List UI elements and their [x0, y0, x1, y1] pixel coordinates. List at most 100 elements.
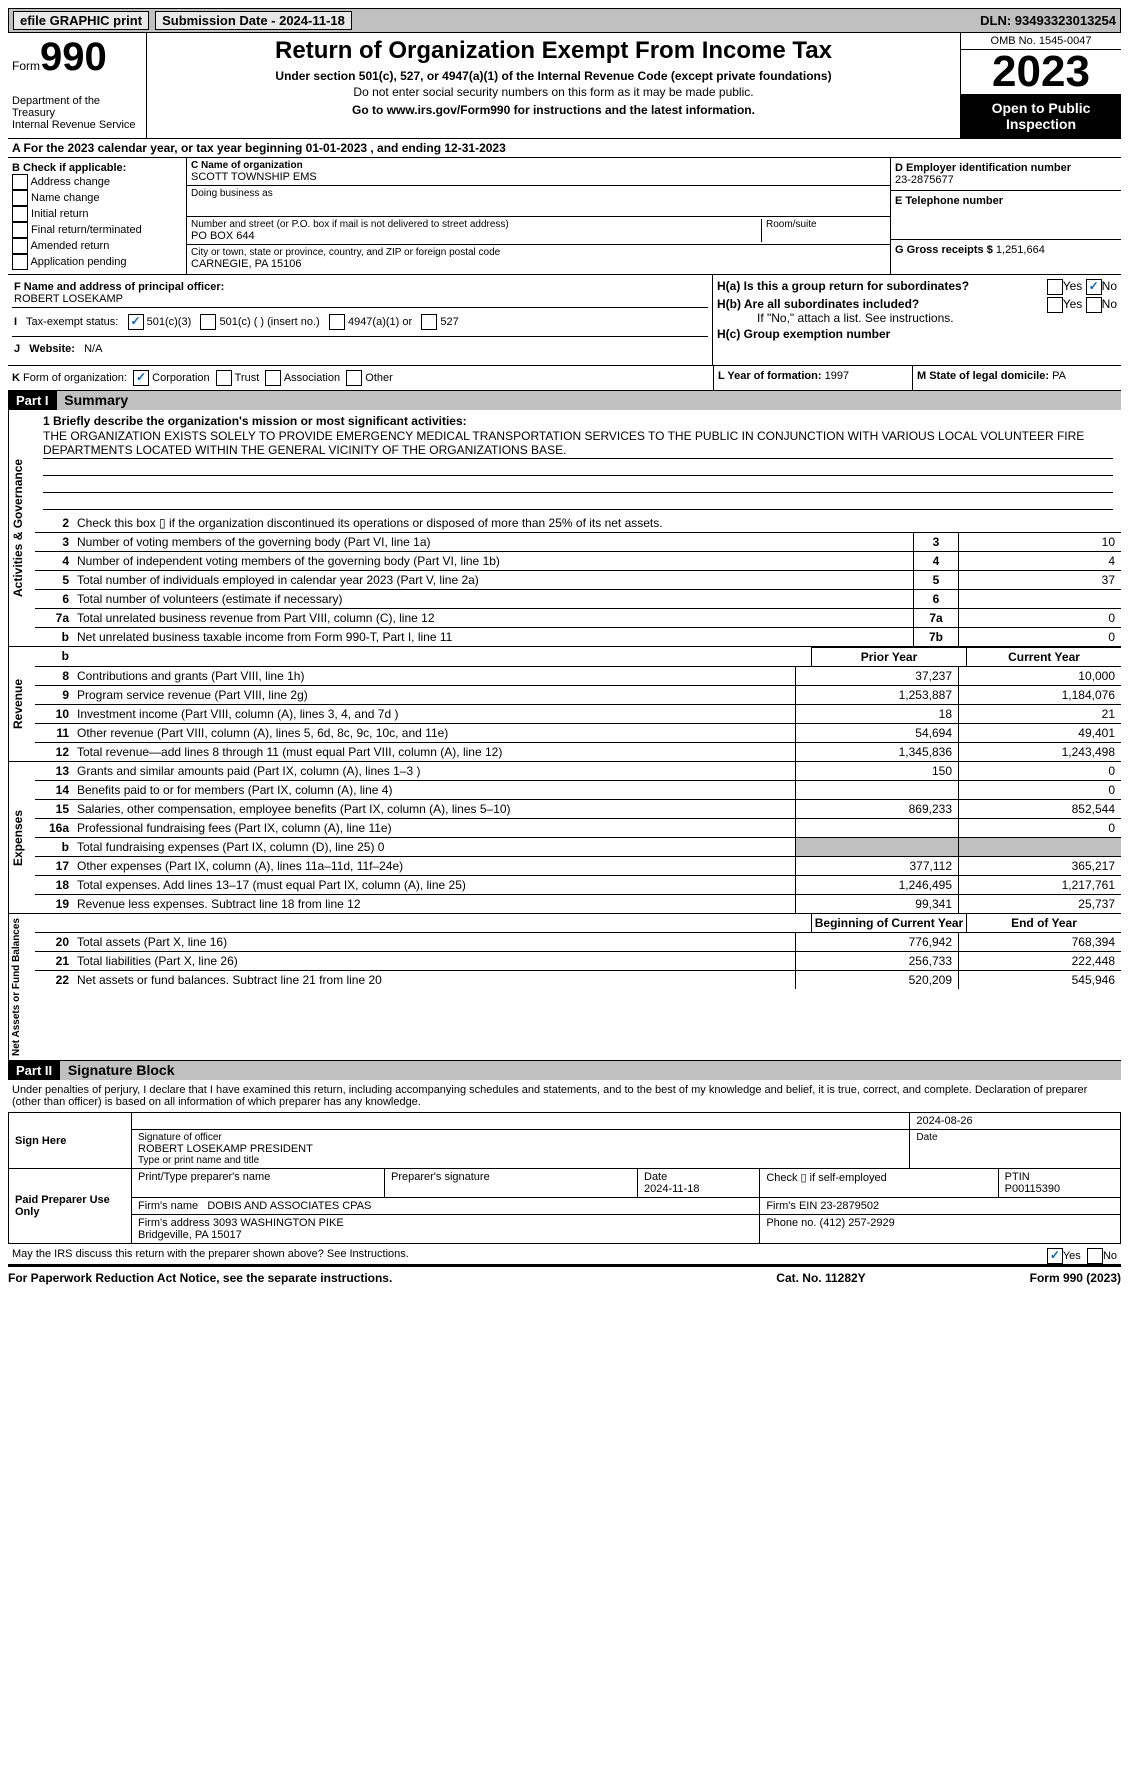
current-val: 25,737: [958, 895, 1121, 913]
summary-row: 13Grants and similar amounts paid (Part …: [35, 762, 1121, 781]
row-j-label: J: [14, 343, 20, 355]
phone-label: E Telephone number: [895, 195, 1003, 207]
checkbox[interactable]: [12, 206, 28, 222]
line-num: 15: [35, 800, 73, 818]
org-name-label: C Name of organization: [191, 160, 886, 171]
current-val: 1,243,498: [958, 743, 1121, 761]
exp-label: Expenses: [8, 762, 35, 913]
open-public-badge: Open to Public Inspection: [961, 94, 1121, 138]
form-goto: Go to www.irs.gov/Form990 for instructio…: [155, 103, 952, 117]
checkbox[interactable]: [12, 174, 28, 190]
line-desc: Check this box ▯ if the organization dis…: [73, 514, 1121, 532]
opt-527: 527: [440, 316, 458, 328]
prior-val: 256,733: [795, 952, 958, 970]
summary-row: 20Total assets (Part X, line 16)776,9427…: [35, 933, 1121, 952]
ein-label: D Employer identification number: [895, 162, 1071, 174]
line-num: 5: [35, 571, 73, 589]
footer-right: Form 990 (2023): [921, 1271, 1121, 1285]
summary-row: 16aProfessional fundraising fees (Part I…: [35, 819, 1121, 838]
prep-date-label: Date: [644, 1171, 667, 1183]
domicile: PA: [1052, 370, 1066, 382]
current-val: 545,946: [958, 971, 1121, 989]
checkbox[interactable]: [12, 190, 28, 206]
line-num: 14: [35, 781, 73, 799]
summary-row: 8Contributions and grants (Part VIII, li…: [35, 667, 1121, 686]
governance-section: Activities & Governance 1 Briefly descri…: [8, 410, 1121, 647]
line-num: 6: [35, 590, 73, 608]
line-box: 3: [913, 533, 958, 551]
line-val: 10: [958, 533, 1121, 551]
discuss-yes: Yes: [1063, 1250, 1081, 1262]
opt-501c: 501(c) ( ) (insert no.): [219, 316, 319, 328]
summary-row: 10Investment income (Part VIII, column (…: [35, 705, 1121, 724]
grey-cell: [958, 838, 1121, 856]
line-num: 2: [35, 514, 73, 532]
domicile-label: M State of legal domicile:: [917, 370, 1049, 382]
line-desc: Total fundraising expenses (Part IX, col…: [73, 838, 795, 856]
row-k-label: K: [12, 372, 20, 384]
prior-val: 150: [795, 762, 958, 780]
hb-no-checkbox[interactable]: [1086, 297, 1102, 313]
summary-row: 5Total number of individuals employed in…: [35, 571, 1121, 590]
firm-addr-label: Firm's address: [138, 1217, 210, 1229]
sign-here-label: Sign Here: [9, 1113, 132, 1169]
footer-left: For Paperwork Reduction Act Notice, see …: [8, 1271, 721, 1285]
part2-title: Signature Block: [68, 1062, 175, 1078]
summary-row: 9Program service revenue (Part VIII, lin…: [35, 686, 1121, 705]
501c-checkbox[interactable]: [200, 314, 216, 330]
hc-label: H(c) Group exemption number: [717, 327, 890, 341]
hb-label: H(b) Are all subordinates included?: [717, 297, 919, 311]
checkbox[interactable]: [12, 238, 28, 254]
line-desc: Revenue less expenses. Subtract line 18 …: [73, 895, 795, 913]
current-val: 1,184,076: [958, 686, 1121, 704]
527-checkbox[interactable]: [421, 314, 437, 330]
firm-phone: (412) 257-2929: [820, 1217, 895, 1229]
line-num: b: [35, 628, 73, 646]
discuss-no-checkbox[interactable]: [1087, 1248, 1103, 1264]
line-num: 7a: [35, 609, 73, 627]
other-checkbox[interactable]: [346, 370, 362, 386]
gross-value: 1,251,664: [996, 244, 1045, 256]
type-name-label: Type or print name and title: [138, 1155, 903, 1166]
assoc-checkbox[interactable]: [265, 370, 281, 386]
sign-here-table: Sign Here 2024-08-26 Signature of office…: [8, 1112, 1121, 1169]
dept-label: Department of the Treasury Internal Reve…: [12, 95, 142, 131]
form-header: Form 990 Department of the Treasury Inte…: [8, 33, 1121, 139]
firm-ein: 23-2879502: [820, 1200, 879, 1212]
summary-row: 21Total liabilities (Part X, line 26)256…: [35, 952, 1121, 971]
line-num: b: [35, 838, 73, 856]
prior-val: 99,341: [795, 895, 958, 913]
hb-yes-checkbox[interactable]: [1047, 297, 1063, 313]
box-b: B Check if applicable: Address change Na…: [8, 158, 187, 274]
part1-header: Part I Summary: [8, 391, 1121, 410]
501c3-checkbox[interactable]: [128, 314, 144, 330]
line-val: 4: [958, 552, 1121, 570]
form-number: 990: [40, 37, 107, 77]
line-num: 11: [35, 724, 73, 742]
city-label: City or town, state or province, country…: [191, 247, 886, 258]
form-note: Do not enter social security numbers on …: [155, 85, 952, 99]
summary-row: 14Benefits paid to or for members (Part …: [35, 781, 1121, 800]
line-val: 0: [958, 628, 1121, 646]
checkbox[interactable]: [12, 254, 28, 270]
submission-date: Submission Date - 2024-11-18: [155, 11, 352, 30]
prior-val: 1,345,836: [795, 743, 958, 761]
ha-no-checkbox[interactable]: [1086, 279, 1102, 295]
box-b-item: Application pending: [12, 254, 182, 270]
corp-checkbox[interactable]: [133, 370, 149, 386]
yes-label2: Yes: [1063, 297, 1083, 311]
blank: [73, 647, 811, 666]
ha-yes-checkbox[interactable]: [1047, 279, 1063, 295]
line-num: 12: [35, 743, 73, 761]
4947-checkbox[interactable]: [329, 314, 345, 330]
checkbox[interactable]: [12, 222, 28, 238]
current-val: 0: [958, 819, 1121, 837]
line-num: 9: [35, 686, 73, 704]
summary-row: bNet unrelated business taxable income f…: [35, 628, 1121, 646]
summary-row: 12Total revenue—add lines 8 through 11 (…: [35, 743, 1121, 761]
prior-val: 1,253,887: [795, 686, 958, 704]
trust-checkbox[interactable]: [216, 370, 232, 386]
current-val: 222,448: [958, 952, 1121, 970]
discuss-yes-checkbox[interactable]: [1047, 1248, 1063, 1264]
box-b-item: Name change: [12, 190, 182, 206]
